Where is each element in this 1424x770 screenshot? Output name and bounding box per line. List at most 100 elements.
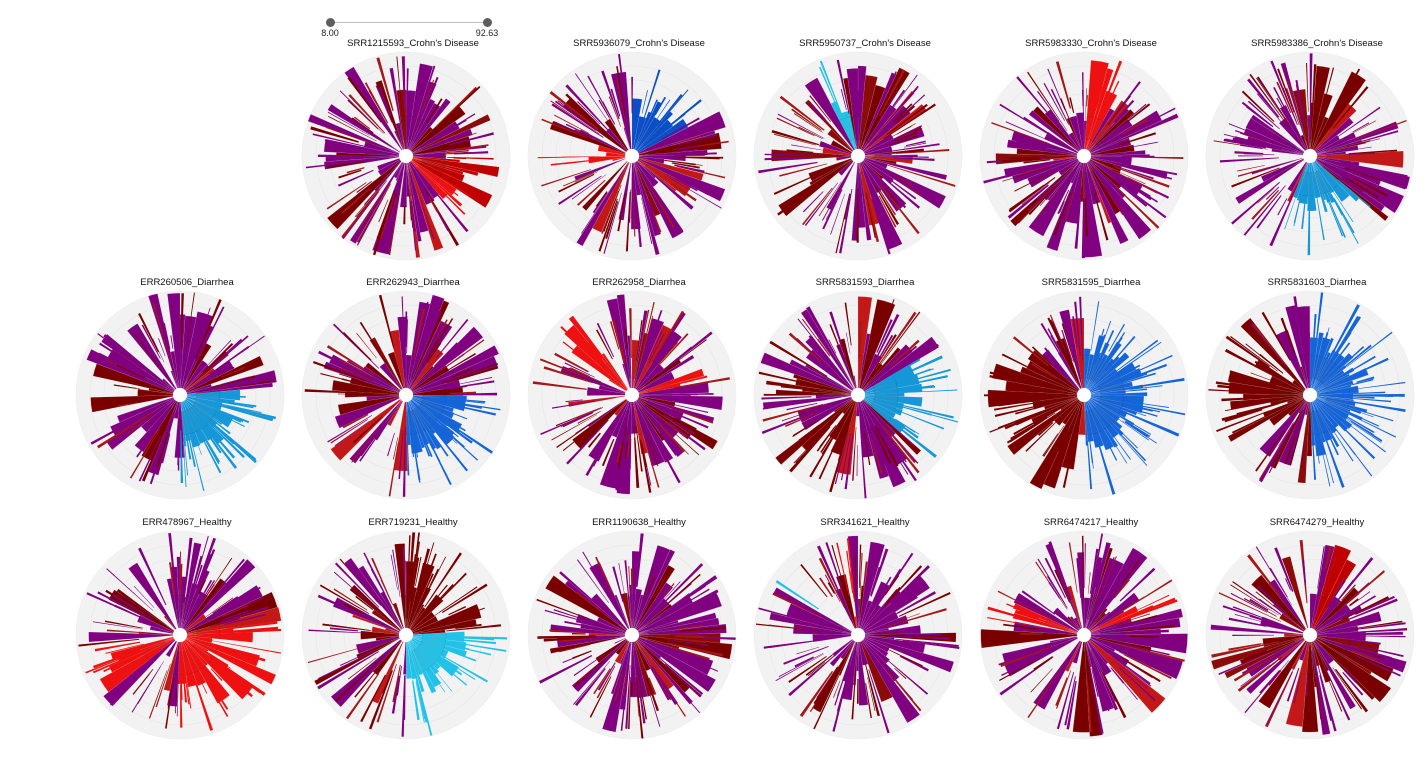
sunburst-leaf-sector[interactable] bbox=[167, 676, 174, 709]
sunburst-leaf-sector[interactable] bbox=[893, 595, 918, 613]
sunburst-leaf-sector[interactable] bbox=[441, 426, 465, 448]
sunburst-leaf-sector[interactable] bbox=[224, 613, 267, 625]
sunburst-leaf-sector[interactable] bbox=[797, 318, 839, 371]
sunburst-leaf-sector[interactable] bbox=[576, 559, 609, 604]
sunburst-leaf-sector[interactable] bbox=[1005, 369, 1047, 384]
sunburst-leaf-sector[interactable] bbox=[833, 680, 841, 698]
sunburst-leaf-sector[interactable] bbox=[556, 412, 607, 448]
sunburst-leaf-sector[interactable] bbox=[346, 673, 380, 720]
sunburst-leaf-sector[interactable] bbox=[1100, 181, 1124, 216]
sunburst-leaf-sector[interactable] bbox=[426, 435, 448, 477]
sunburst-leaf-sector[interactable] bbox=[865, 191, 880, 243]
sunburst-leaf-sector[interactable] bbox=[886, 648, 923, 667]
sunburst-leaf-sector[interactable] bbox=[1113, 169, 1146, 185]
sunburst-leaf-sector[interactable] bbox=[212, 402, 277, 420]
sunburst-leaf-sector[interactable] bbox=[1117, 388, 1148, 393]
sunburst-leaf-sector[interactable] bbox=[1104, 335, 1136, 372]
sunburst-leaf-sector[interactable] bbox=[207, 340, 232, 366]
sunburst-leaf-sector[interactable] bbox=[1015, 407, 1038, 415]
sunburst-leaf-sector[interactable] bbox=[1345, 595, 1376, 615]
sunburst-leaf-sector[interactable] bbox=[994, 404, 1044, 417]
sunburst-leaf-sector[interactable] bbox=[454, 161, 489, 168]
sunburst-leaf-sector[interactable] bbox=[865, 549, 874, 588]
sunburst-leaf-sector[interactable] bbox=[771, 129, 820, 146]
sunburst-leaf-sector[interactable] bbox=[1251, 655, 1279, 673]
sunburst-leaf-sector[interactable] bbox=[558, 174, 595, 193]
sunburst-leaf-sector[interactable] bbox=[446, 649, 477, 662]
sunburst-leaf-sector[interactable] bbox=[1044, 557, 1066, 599]
sunburst-leaf-sector[interactable] bbox=[341, 367, 374, 382]
sunburst-leaf-sector[interactable] bbox=[895, 389, 958, 394]
sunburst-leaf-sector[interactable] bbox=[1019, 610, 1039, 619]
sunburst-leaf-sector[interactable] bbox=[1208, 389, 1276, 394]
sunburst-leaf-sector[interactable] bbox=[1232, 606, 1268, 620]
sunburst-leaf-sector[interactable] bbox=[1325, 673, 1343, 712]
sunburst-chart[interactable] bbox=[526, 529, 738, 741]
sunburst-leaf-sector[interactable] bbox=[628, 566, 631, 594]
sunburst-leaf-sector[interactable] bbox=[558, 175, 602, 205]
sunburst-leaf-sector[interactable] bbox=[94, 641, 141, 652]
sunburst-leaf-sector[interactable] bbox=[451, 132, 477, 142]
sunburst-leaf-sector[interactable] bbox=[415, 680, 427, 719]
sunburst-leaf-sector[interactable] bbox=[802, 187, 833, 226]
sunburst-leaf-sector[interactable] bbox=[1086, 95, 1088, 107]
sunburst-leaf-sector[interactable] bbox=[1349, 591, 1371, 607]
sunburst-leaf-sector[interactable] bbox=[1128, 655, 1176, 679]
sunburst-leaf-sector[interactable] bbox=[1353, 648, 1385, 659]
sunburst-leaf-sector[interactable] bbox=[874, 425, 899, 467]
sunburst-leaf-sector[interactable] bbox=[870, 566, 880, 596]
sunburst-leaf-sector[interactable] bbox=[819, 577, 833, 598]
sunburst-leaf-sector[interactable] bbox=[1277, 198, 1288, 216]
sunburst-leaf-sector[interactable] bbox=[1120, 656, 1161, 683]
sunburst-leaf-sector[interactable] bbox=[1345, 397, 1392, 403]
sunburst-leaf-sector[interactable] bbox=[605, 201, 619, 239]
sunburst-leaf-sector[interactable] bbox=[783, 646, 829, 665]
sunburst-leaf-sector[interactable] bbox=[1255, 546, 1292, 606]
sunburst-leaf-sector[interactable] bbox=[391, 675, 400, 714]
sunburst-leaf-sector[interactable] bbox=[1099, 330, 1115, 361]
sunburst-leaf-sector[interactable] bbox=[1085, 88, 1087, 121]
sunburst-leaf-sector[interactable] bbox=[327, 111, 370, 136]
sunburst-leaf-sector[interactable] bbox=[1042, 433, 1059, 457]
sunburst-leaf-sector[interactable] bbox=[905, 140, 926, 147]
sunburst-leaf-sector[interactable] bbox=[878, 195, 897, 228]
sunburst-leaf-sector[interactable] bbox=[886, 187, 907, 209]
sunburst-leaf-sector[interactable] bbox=[662, 413, 695, 435]
sunburst-leaf-sector[interactable] bbox=[625, 82, 629, 108]
sunburst-leaf-sector[interactable] bbox=[177, 429, 180, 471]
sunburst-leaf-sector[interactable] bbox=[664, 639, 709, 646]
sunburst-leaf-sector[interactable] bbox=[1330, 193, 1344, 216]
sunburst-leaf-sector[interactable] bbox=[207, 426, 236, 459]
sunburst-leaf-sector[interactable] bbox=[446, 624, 501, 632]
sunburst-leaf-sector[interactable] bbox=[1261, 311, 1291, 361]
sunburst-leaf-sector[interactable] bbox=[183, 334, 186, 359]
sunburst-leaf-sector[interactable] bbox=[869, 188, 889, 238]
sunburst-leaf-sector[interactable] bbox=[1339, 663, 1357, 679]
sunburst-leaf-sector[interactable] bbox=[93, 649, 141, 669]
sunburst-leaf-sector[interactable] bbox=[574, 129, 593, 138]
sunburst-leaf-sector[interactable] bbox=[1036, 186, 1061, 218]
sunburst-leaf-sector[interactable] bbox=[216, 617, 240, 625]
sunburst-leaf-sector[interactable] bbox=[1100, 187, 1116, 215]
sunburst-leaf-sector[interactable] bbox=[1348, 656, 1375, 672]
sunburst-leaf-sector[interactable] bbox=[376, 57, 394, 112]
sunburst-leaf-sector[interactable] bbox=[219, 652, 264, 673]
sunburst-leaf-sector[interactable] bbox=[854, 192, 858, 228]
sunburst-leaf-sector[interactable] bbox=[679, 626, 726, 632]
sunburst-leaf-sector[interactable] bbox=[1356, 376, 1375, 383]
sunburst-leaf-sector[interactable] bbox=[1126, 640, 1184, 649]
sunburst-leaf-sector[interactable] bbox=[569, 337, 609, 374]
sunburst-leaf-sector[interactable] bbox=[1248, 331, 1284, 369]
sunburst-leaf-sector[interactable] bbox=[358, 193, 383, 230]
sunburst-leaf-sector[interactable] bbox=[420, 337, 439, 369]
sunburst-leaf-sector[interactable] bbox=[183, 537, 193, 604]
sunburst-leaf-sector[interactable] bbox=[895, 418, 920, 435]
sunburst-leaf-sector[interactable] bbox=[1234, 614, 1277, 626]
sunburst-leaf-sector[interactable] bbox=[1005, 121, 1050, 142]
sunburst-leaf-sector[interactable] bbox=[892, 402, 954, 419]
sunburst-leaf-sector[interactable] bbox=[616, 443, 622, 463]
sunburst-leaf-sector[interactable] bbox=[775, 580, 820, 610]
sunburst-leaf-sector[interactable] bbox=[1309, 53, 1313, 122]
sunburst-leaf-sector[interactable] bbox=[359, 422, 387, 457]
sunburst-leaf-sector[interactable] bbox=[844, 435, 854, 490]
